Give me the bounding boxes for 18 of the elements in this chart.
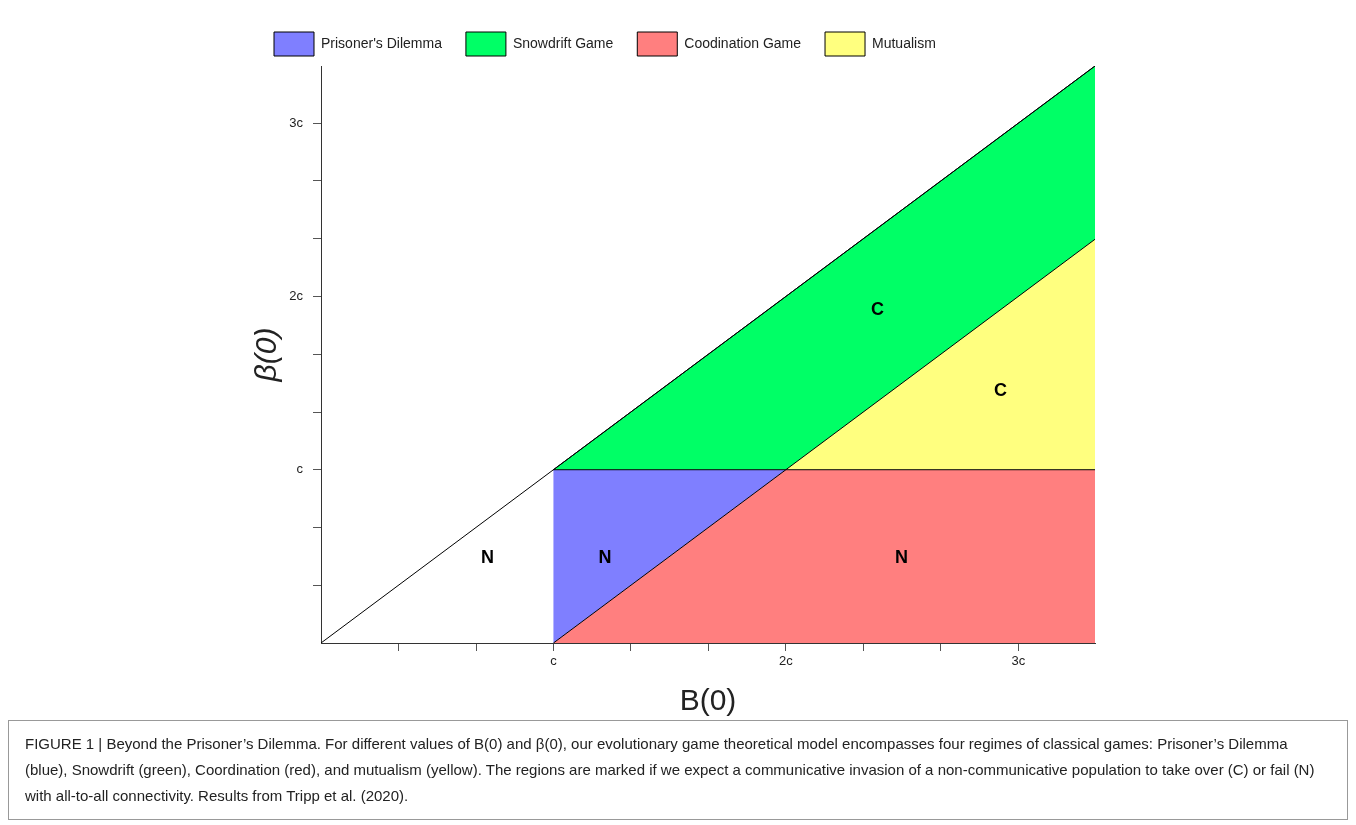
annotation: N: [598, 547, 612, 568]
annotation: C: [871, 299, 885, 320]
annotation: C: [994, 380, 1008, 401]
y-tick-label: 3c: [289, 114, 304, 130]
legend-label: Snowdrift Game: [512, 34, 614, 51]
y-tick-label: 2c: [289, 288, 304, 304]
x-axis-title: B(0): [679, 683, 737, 717]
x-tick-label: 3c: [1011, 653, 1026, 669]
legend-label: Prisoner's Dilemma: [321, 34, 443, 51]
annotation: N: [480, 547, 494, 568]
y-axis-title: β(0): [249, 327, 283, 383]
legend-label: Mutualism: [872, 34, 936, 51]
annotation: N: [895, 547, 908, 568]
legend-label: Coodination Game: [684, 34, 802, 51]
x-tick-label: 2c: [779, 653, 794, 669]
x-tick-label: c: [550, 653, 558, 669]
y-tick-label: c: [296, 461, 304, 477]
caption: FIGURE 1 | Beyond the Prisoner’s Dilemma. For different values of B(0) and β(0), our evolutionary game theoretical model encompasses four regimes of classical games: Prisoner’s Dilemma (blue), Snowdrift (green), Coordination (red), and mutualism (yellow). The regions are marked if we expect a communicative invasion of a non-communicative population to take over (C) or fail (N) with all-to-all connectivity. Results from Tripp et al. (2020).: [25, 734, 1316, 806]
